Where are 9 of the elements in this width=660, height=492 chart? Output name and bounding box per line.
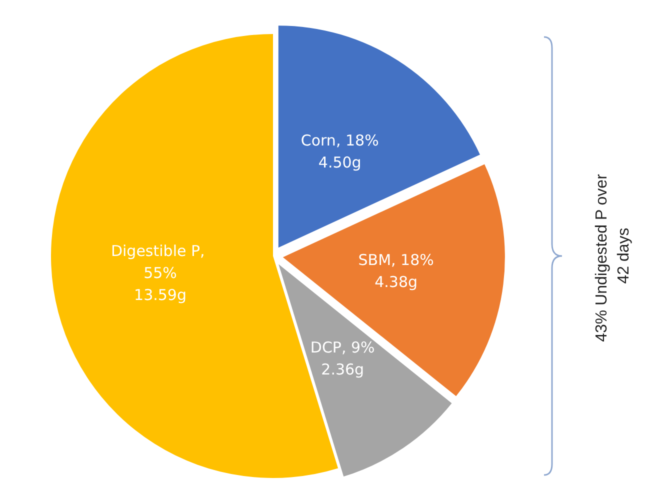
slice-label: Corn, 18% <box>300 132 379 150</box>
slice-label: Digestible P, 55% <box>110 242 210 282</box>
text: 43% Undigested P over 42 days <box>594 173 632 342</box>
slice-label: DCP, 9% <box>310 338 375 357</box>
data-label: 4.38g <box>374 273 418 292</box>
data-label: 2.36g <box>321 360 364 379</box>
slice-label: SBM, 18% <box>358 251 434 270</box>
data-label: 13.59g <box>134 286 186 304</box>
data-label: 4.50g <box>318 154 362 172</box>
